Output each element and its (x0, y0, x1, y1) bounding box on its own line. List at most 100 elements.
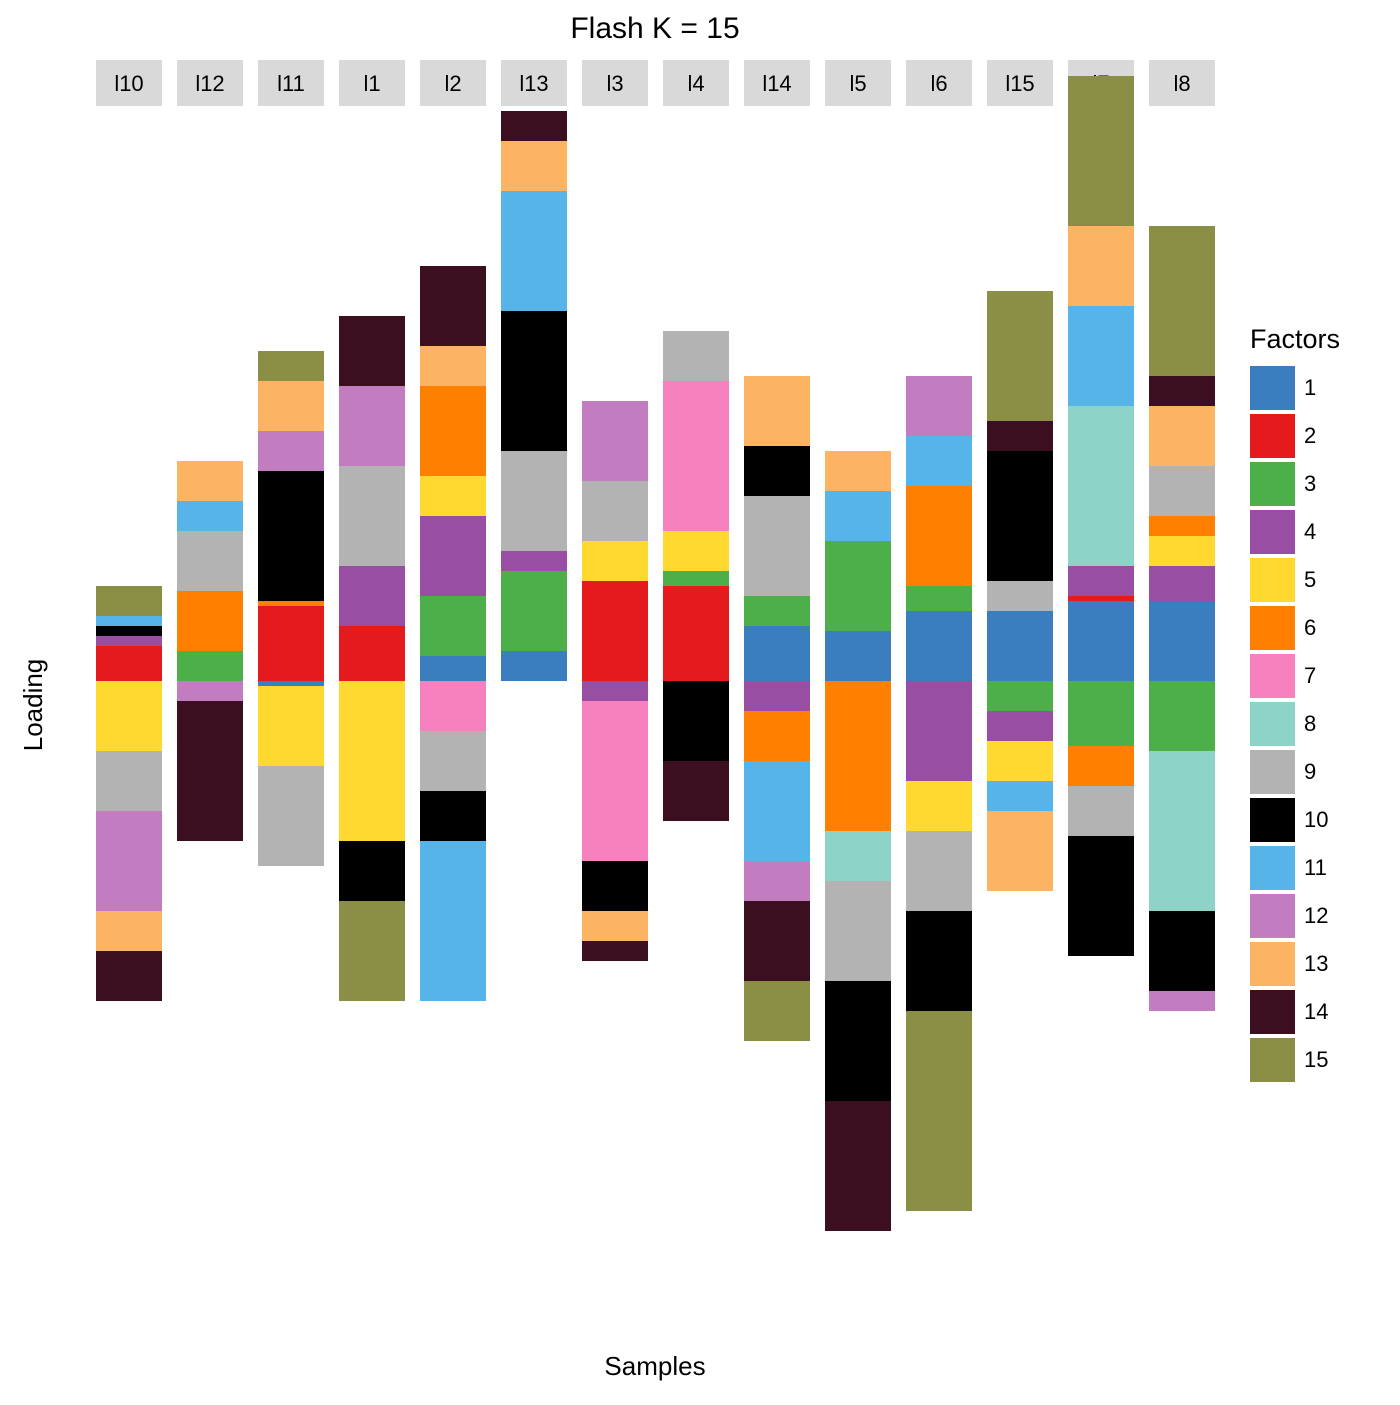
bar-segment (258, 351, 324, 381)
bar-segment (906, 911, 972, 1011)
facet-label: l15 (1005, 71, 1034, 96)
facet-label: l5 (849, 71, 866, 96)
x-axis-label: Samples (604, 1351, 705, 1381)
bar-segment (339, 681, 405, 841)
legend-title: Factors (1250, 324, 1340, 354)
bar-segment (744, 681, 810, 711)
bar-segment (177, 651, 243, 681)
bar-segment (825, 631, 891, 681)
legend-swatch (1250, 702, 1295, 746)
bar-segment (1068, 76, 1134, 226)
bar-segment (339, 626, 405, 681)
bar-segment (582, 701, 648, 861)
bar-segment (906, 1011, 972, 1211)
legend-label: 15 (1304, 1047, 1328, 1072)
facet-label: l3 (606, 71, 623, 96)
bar-segment (258, 381, 324, 431)
bar-segment (987, 581, 1053, 611)
bar-segment (987, 451, 1053, 581)
bar-segment (744, 761, 810, 861)
facet-label: l2 (444, 71, 461, 96)
bar-segment (96, 681, 162, 751)
bar-segment (96, 951, 162, 1001)
facet-label: l6 (930, 71, 947, 96)
facet-strip (339, 60, 405, 106)
bar-segment (987, 781, 1053, 811)
bar-segment (96, 911, 162, 951)
bar-segment (663, 571, 729, 586)
bar-segment (825, 451, 891, 491)
bar-segment (582, 861, 648, 911)
bar-segment (177, 501, 243, 531)
bar-segment (258, 431, 324, 471)
bar-segment (96, 636, 162, 646)
bar-segment (420, 596, 486, 656)
legend-label: 11 (1304, 855, 1327, 880)
facet-label: l8 (1173, 71, 1190, 96)
bar-segment (339, 566, 405, 626)
legend-label: 8 (1304, 711, 1316, 736)
bar-segment (744, 446, 810, 496)
bar-segment (582, 581, 648, 681)
bar-segment (1068, 786, 1134, 836)
bar-segment (744, 981, 810, 1041)
facet-strip (987, 60, 1053, 106)
bar-segment (825, 541, 891, 631)
bar-segment (258, 601, 324, 606)
bar-segment (906, 436, 972, 486)
facet-strip (825, 60, 891, 106)
bar-segment (987, 711, 1053, 741)
bar-segment (96, 646, 162, 681)
bar-segment (501, 311, 567, 451)
bar-segment (420, 656, 486, 681)
bar-segment (987, 811, 1053, 891)
bar-segment (420, 266, 486, 346)
bar-segment (987, 611, 1053, 681)
bar-segment (987, 291, 1053, 421)
bar-segment (663, 761, 729, 821)
bar-segment (744, 496, 810, 596)
bar-segment (339, 316, 405, 386)
bar-segment (501, 111, 567, 141)
bar-segment (1068, 226, 1134, 306)
bar-segment (825, 881, 891, 981)
legend-label: 4 (1304, 519, 1316, 544)
bar-segment (258, 681, 324, 686)
bar-segment (825, 681, 891, 831)
bar-segment (339, 386, 405, 466)
facet-strip (906, 60, 972, 106)
bar-segment (96, 811, 162, 911)
bar-segment (501, 651, 567, 681)
facet-label: l4 (687, 71, 704, 96)
facet-label: l1 (363, 71, 380, 96)
bar-segment (1149, 566, 1215, 601)
bar-segment (1068, 306, 1134, 406)
bar-segment (987, 421, 1053, 451)
bar-segment (1149, 601, 1215, 681)
bar-segment (339, 901, 405, 1001)
facet-strip (258, 60, 324, 106)
legend-swatch (1250, 654, 1295, 698)
bar-segment (663, 681, 729, 761)
facet-strip (501, 60, 567, 106)
bar-segment (1149, 226, 1215, 376)
bar-segment (339, 841, 405, 901)
bar-segment (582, 911, 648, 941)
bar-segment (258, 606, 324, 681)
chart-title: Flash K = 15 (570, 12, 739, 45)
facet-label: l10 (114, 71, 143, 96)
bar-segment (1149, 681, 1215, 751)
legend-swatch (1250, 366, 1295, 410)
bar-segment (1068, 836, 1134, 956)
legend-swatch (1250, 510, 1295, 554)
bar-segment (825, 981, 891, 1101)
facet-strip (582, 60, 648, 106)
bar-segment (663, 331, 729, 381)
bar-segment (582, 481, 648, 541)
bar-segment (663, 531, 729, 571)
bar-segment (420, 476, 486, 516)
bar-segment (906, 611, 972, 681)
bar-segment (420, 731, 486, 791)
legend-label: 2 (1304, 423, 1316, 448)
